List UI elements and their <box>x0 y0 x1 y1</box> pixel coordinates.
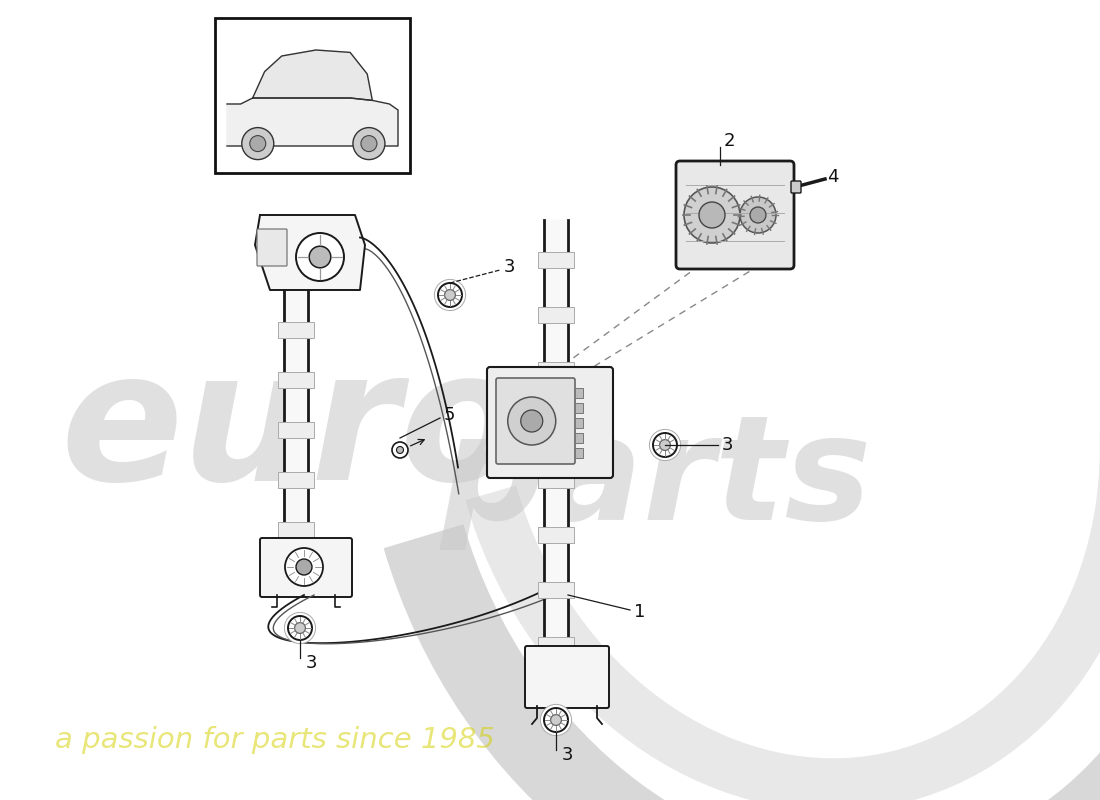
Circle shape <box>750 207 766 223</box>
Bar <box>538 582 574 598</box>
Bar <box>538 307 574 323</box>
Circle shape <box>434 279 465 310</box>
Bar <box>278 472 314 488</box>
Bar <box>278 422 314 438</box>
Circle shape <box>520 410 542 432</box>
Text: 3: 3 <box>504 258 516 276</box>
Circle shape <box>242 127 274 160</box>
Polygon shape <box>255 215 365 290</box>
Circle shape <box>353 127 385 160</box>
Circle shape <box>698 202 725 228</box>
Text: 4: 4 <box>827 168 838 186</box>
Circle shape <box>438 283 462 307</box>
Circle shape <box>396 446 404 454</box>
Text: 1: 1 <box>634 603 646 621</box>
Polygon shape <box>253 50 372 100</box>
Bar <box>214 18 410 173</box>
Circle shape <box>285 548 323 586</box>
Circle shape <box>740 197 776 233</box>
Circle shape <box>649 430 681 461</box>
Bar <box>575 403 583 413</box>
Bar <box>538 472 574 488</box>
FancyBboxPatch shape <box>260 538 352 597</box>
Circle shape <box>508 397 556 445</box>
Circle shape <box>684 187 740 243</box>
Text: parts: parts <box>440 410 871 550</box>
FancyBboxPatch shape <box>487 367 613 478</box>
Bar <box>538 637 574 653</box>
Text: 3: 3 <box>722 436 734 454</box>
Circle shape <box>544 708 568 732</box>
Circle shape <box>361 135 377 152</box>
Bar <box>575 418 583 428</box>
Text: 3: 3 <box>306 654 318 672</box>
FancyBboxPatch shape <box>676 161 794 269</box>
Bar <box>575 388 583 398</box>
Circle shape <box>309 246 331 268</box>
Circle shape <box>653 433 676 457</box>
Bar <box>538 252 574 268</box>
Circle shape <box>285 613 316 643</box>
Bar <box>544 220 568 688</box>
FancyBboxPatch shape <box>496 378 575 464</box>
Bar <box>538 527 574 543</box>
Circle shape <box>392 442 408 458</box>
Circle shape <box>540 705 572 736</box>
Circle shape <box>660 440 670 450</box>
Text: 5: 5 <box>444 406 455 424</box>
Bar <box>575 433 583 443</box>
Bar <box>538 362 574 378</box>
Text: a passion for parts since 1985: a passion for parts since 1985 <box>55 726 495 754</box>
Bar <box>278 372 314 388</box>
Bar <box>284 290 308 572</box>
FancyBboxPatch shape <box>525 646 609 708</box>
FancyBboxPatch shape <box>791 181 801 193</box>
Bar <box>278 322 314 338</box>
Circle shape <box>296 233 344 281</box>
Circle shape <box>250 135 266 152</box>
Circle shape <box>295 622 306 634</box>
Circle shape <box>296 559 312 575</box>
Text: euro: euro <box>60 342 524 518</box>
Circle shape <box>288 616 312 640</box>
Bar <box>278 522 314 538</box>
Text: 3: 3 <box>562 746 573 764</box>
Polygon shape <box>227 98 398 146</box>
Circle shape <box>551 714 561 726</box>
Circle shape <box>444 290 455 300</box>
Bar <box>538 417 574 433</box>
Bar <box>575 448 583 458</box>
FancyBboxPatch shape <box>257 229 287 266</box>
Text: 2: 2 <box>724 132 736 150</box>
